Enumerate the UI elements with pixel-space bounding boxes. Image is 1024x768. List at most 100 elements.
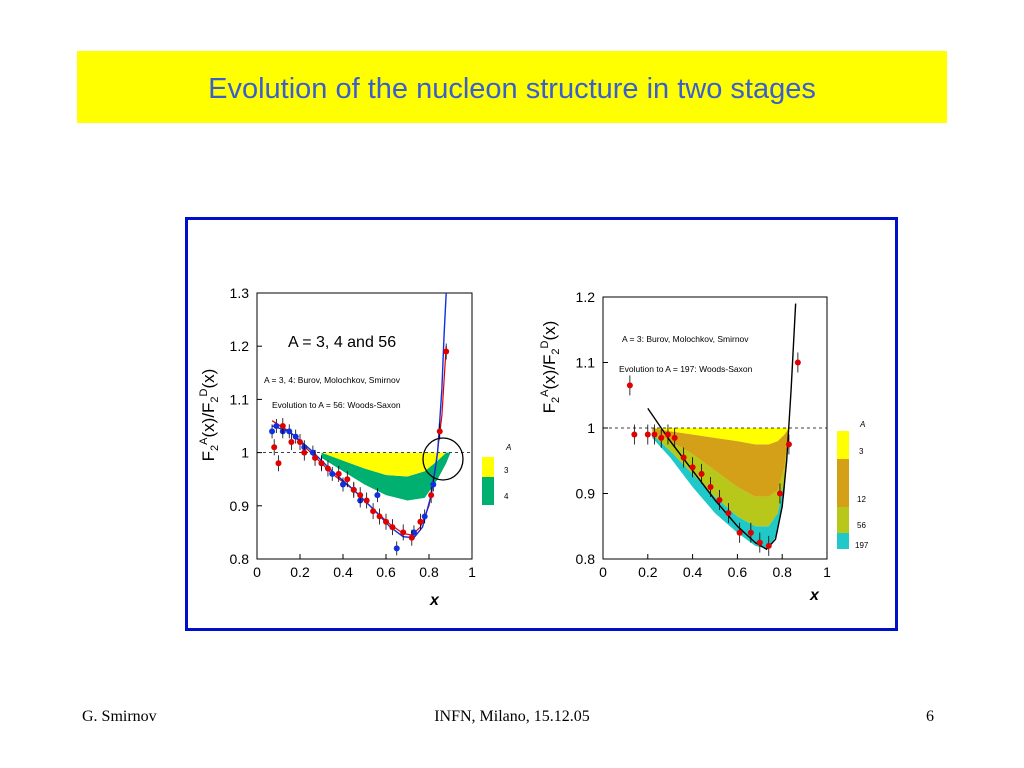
data-point <box>421 513 428 520</box>
data-point <box>671 434 678 441</box>
footer-venue: INFN, Milano, 15.12.05 <box>434 708 590 725</box>
y-tick-label: 0.8 <box>576 551 596 567</box>
y-tick-label: 1.1 <box>576 355 596 371</box>
data-point <box>698 470 705 477</box>
legend-label-197-right: 197 <box>855 541 869 550</box>
legend-label-3-right: 3 <box>859 447 864 456</box>
data-point <box>318 460 325 467</box>
y-tick-label: 0.9 <box>230 498 250 514</box>
bands-left <box>321 452 451 501</box>
ticks-left: 0 0.2 0.4 0.6 0.8 1 0.8 0.9 1 1.1 1.2 1.3 <box>230 285 477 580</box>
data-point <box>269 428 276 435</box>
legend-swatch-12-right <box>837 459 849 507</box>
data-point <box>736 529 743 536</box>
data-point <box>363 497 370 504</box>
data-point <box>664 431 671 438</box>
data-point <box>357 492 364 499</box>
ticks-right: 0 0.2 0.4 0.6 0.8 1 0.8 0.9 1 1.1 1.2 <box>576 289 832 580</box>
x-tick-label: 0 <box>253 564 261 580</box>
annotation-1-left: A = 3, 4: Burov, Molochkov, Smirnov <box>264 375 401 385</box>
x-tick-label: 1 <box>468 564 476 580</box>
data-point <box>725 510 732 517</box>
data-point <box>344 476 351 483</box>
data-point <box>340 481 346 488</box>
data-point <box>389 524 396 531</box>
band-green-left <box>321 452 451 501</box>
y-tick-label: 1.2 <box>230 338 250 354</box>
x-tick-label: 0.8 <box>772 564 792 580</box>
data-point <box>776 490 783 497</box>
y-tick-label: 1.1 <box>230 391 250 407</box>
band-yellow-left <box>321 452 451 477</box>
data-point <box>335 470 342 477</box>
legend-label-4-left: 4 <box>504 492 509 501</box>
data-point <box>370 508 377 515</box>
annotation-main-left: A = 3, 4 and 56 <box>288 334 396 351</box>
x-tick-label: 0 <box>599 564 607 580</box>
annotation-2-left: Evolution to A = 56: Woods-Saxon <box>272 400 401 410</box>
curves-right <box>647 303 797 551</box>
data-point <box>292 433 299 440</box>
data-point <box>273 423 280 429</box>
fit-curve-black <box>647 303 797 551</box>
data-point <box>631 431 638 438</box>
data-point <box>658 434 665 441</box>
legend-swatch-3-left <box>482 457 494 477</box>
legend-title-right: A <box>859 420 865 429</box>
xlabel-left: x <box>429 592 440 609</box>
figure-frame: 0 0.2 0.4 0.6 0.8 1 0.8 0.9 1 1.1 1.2 1.3 A = 3, 4 … <box>185 217 898 631</box>
highlight-circle <box>422 437 464 481</box>
data-point <box>716 497 723 504</box>
band-olive-right <box>652 428 789 527</box>
data-point <box>297 438 303 445</box>
data-point <box>312 454 319 461</box>
annotation-1-right: A = 3: Burov, Molochkov, Smirnov <box>622 334 749 344</box>
annotation-2-right: Evolution to A = 197: Woods-Saxon <box>619 364 753 374</box>
y-tick-label: 1.3 <box>230 285 250 301</box>
title-bar: Evolution of the nucleon structure in tw… <box>77 51 947 123</box>
data-point <box>765 542 772 549</box>
data-point <box>689 464 696 471</box>
data-point <box>785 441 792 448</box>
data-point <box>428 492 435 499</box>
y-tick-label: 1 <box>241 445 249 461</box>
data-point <box>410 529 417 536</box>
y-tick-label: 1 <box>587 420 595 436</box>
data-point <box>747 529 754 536</box>
x-tick-label: 1 <box>823 564 831 580</box>
data-point <box>350 486 357 493</box>
data-point <box>275 460 282 467</box>
data-point <box>680 454 687 461</box>
legend-swatch-4-left <box>482 477 494 505</box>
chart-right: 0 0.2 0.4 0.6 0.8 1 0.8 0.9 1 1.1 1.2 A = 3: Burov… <box>539 289 869 604</box>
x-tick-label: 0.6 <box>728 564 748 580</box>
points-left <box>269 343 450 556</box>
data-point <box>651 431 658 438</box>
footer-page-number: 6 <box>926 708 934 725</box>
legend-swatch-56-right <box>837 507 849 533</box>
legend-title-left: A <box>505 443 511 452</box>
x-tick-label: 0.8 <box>419 564 439 580</box>
x-tick-label: 0.6 <box>376 564 396 580</box>
data-point <box>794 359 801 366</box>
data-point <box>374 492 381 499</box>
data-point <box>324 465 331 472</box>
data-point <box>707 483 714 490</box>
chart-left: 0 0.2 0.4 0.6 0.8 1 0.8 0.9 1 1.1 1.2 1.3 A = 3, 4 … <box>198 285 511 609</box>
data-point <box>301 449 308 456</box>
xlabel-right: x <box>809 587 820 604</box>
y-tick-label: 0.8 <box>230 551 250 567</box>
data-point <box>329 470 336 477</box>
data-point <box>383 518 389 525</box>
legend-swatch-3-right <box>837 431 849 459</box>
band-yellow-right <box>652 428 789 445</box>
data-point <box>309 449 316 456</box>
x-tick-label: 0.2 <box>290 564 310 580</box>
data-point <box>408 534 415 541</box>
data-point <box>436 428 443 435</box>
data-point <box>271 444 278 451</box>
y-tick-label: 0.9 <box>576 486 596 502</box>
legend-label-56-right: 56 <box>857 521 866 530</box>
data-point <box>443 348 450 355</box>
x-tick-label: 0.4 <box>333 564 353 580</box>
